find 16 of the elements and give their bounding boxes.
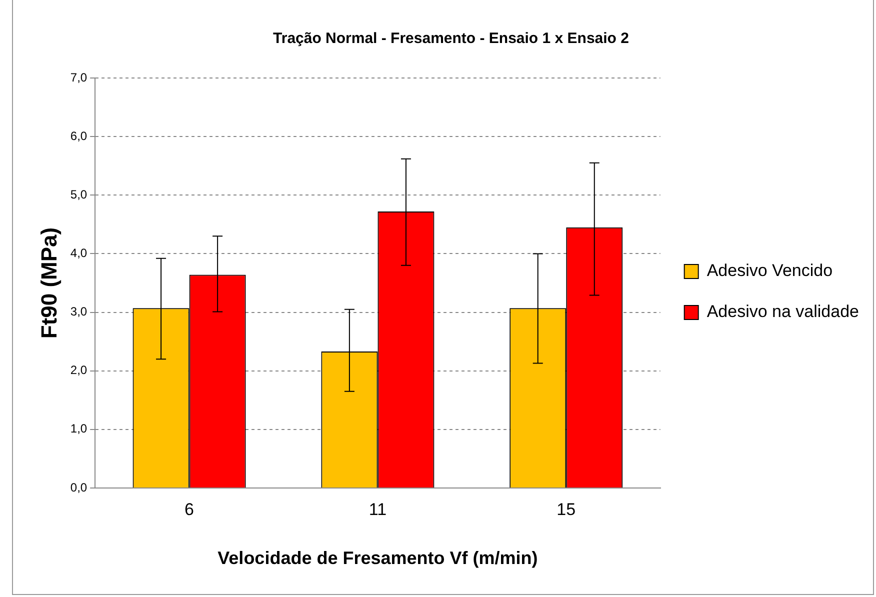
x-tick-label: 11 — [368, 500, 387, 519]
y-tick-label: 0,0 — [70, 480, 88, 494]
y-tick-label: 6,0 — [70, 128, 88, 143]
chart-title: Tração Normal - Fresamento - Ensaio 1 x Ensaio 2 — [273, 30, 629, 48]
y-tick-label: 2,0 — [70, 363, 88, 378]
legend-label: Adesivo na validade — [706, 302, 860, 322]
y-axis-title: Ft90 (MPa) — [36, 227, 62, 339]
legend-label: Adesivo Vencido — [706, 261, 833, 280]
y-tick-label: 1,0 — [70, 422, 88, 436]
y-tick-label: 7,0 — [70, 70, 88, 84]
x-axis-title: Velocidade de Fresamento Vf (m/min) — [218, 548, 538, 568]
x-tick-label: 15 — [556, 500, 576, 519]
y-tick-label: 4,0 — [70, 246, 88, 260]
x-tick-label: 6 — [184, 500, 194, 519]
y-tick-label: 3,0 — [70, 304, 88, 319]
y-tick-label: 5,0 — [70, 187, 88, 202]
